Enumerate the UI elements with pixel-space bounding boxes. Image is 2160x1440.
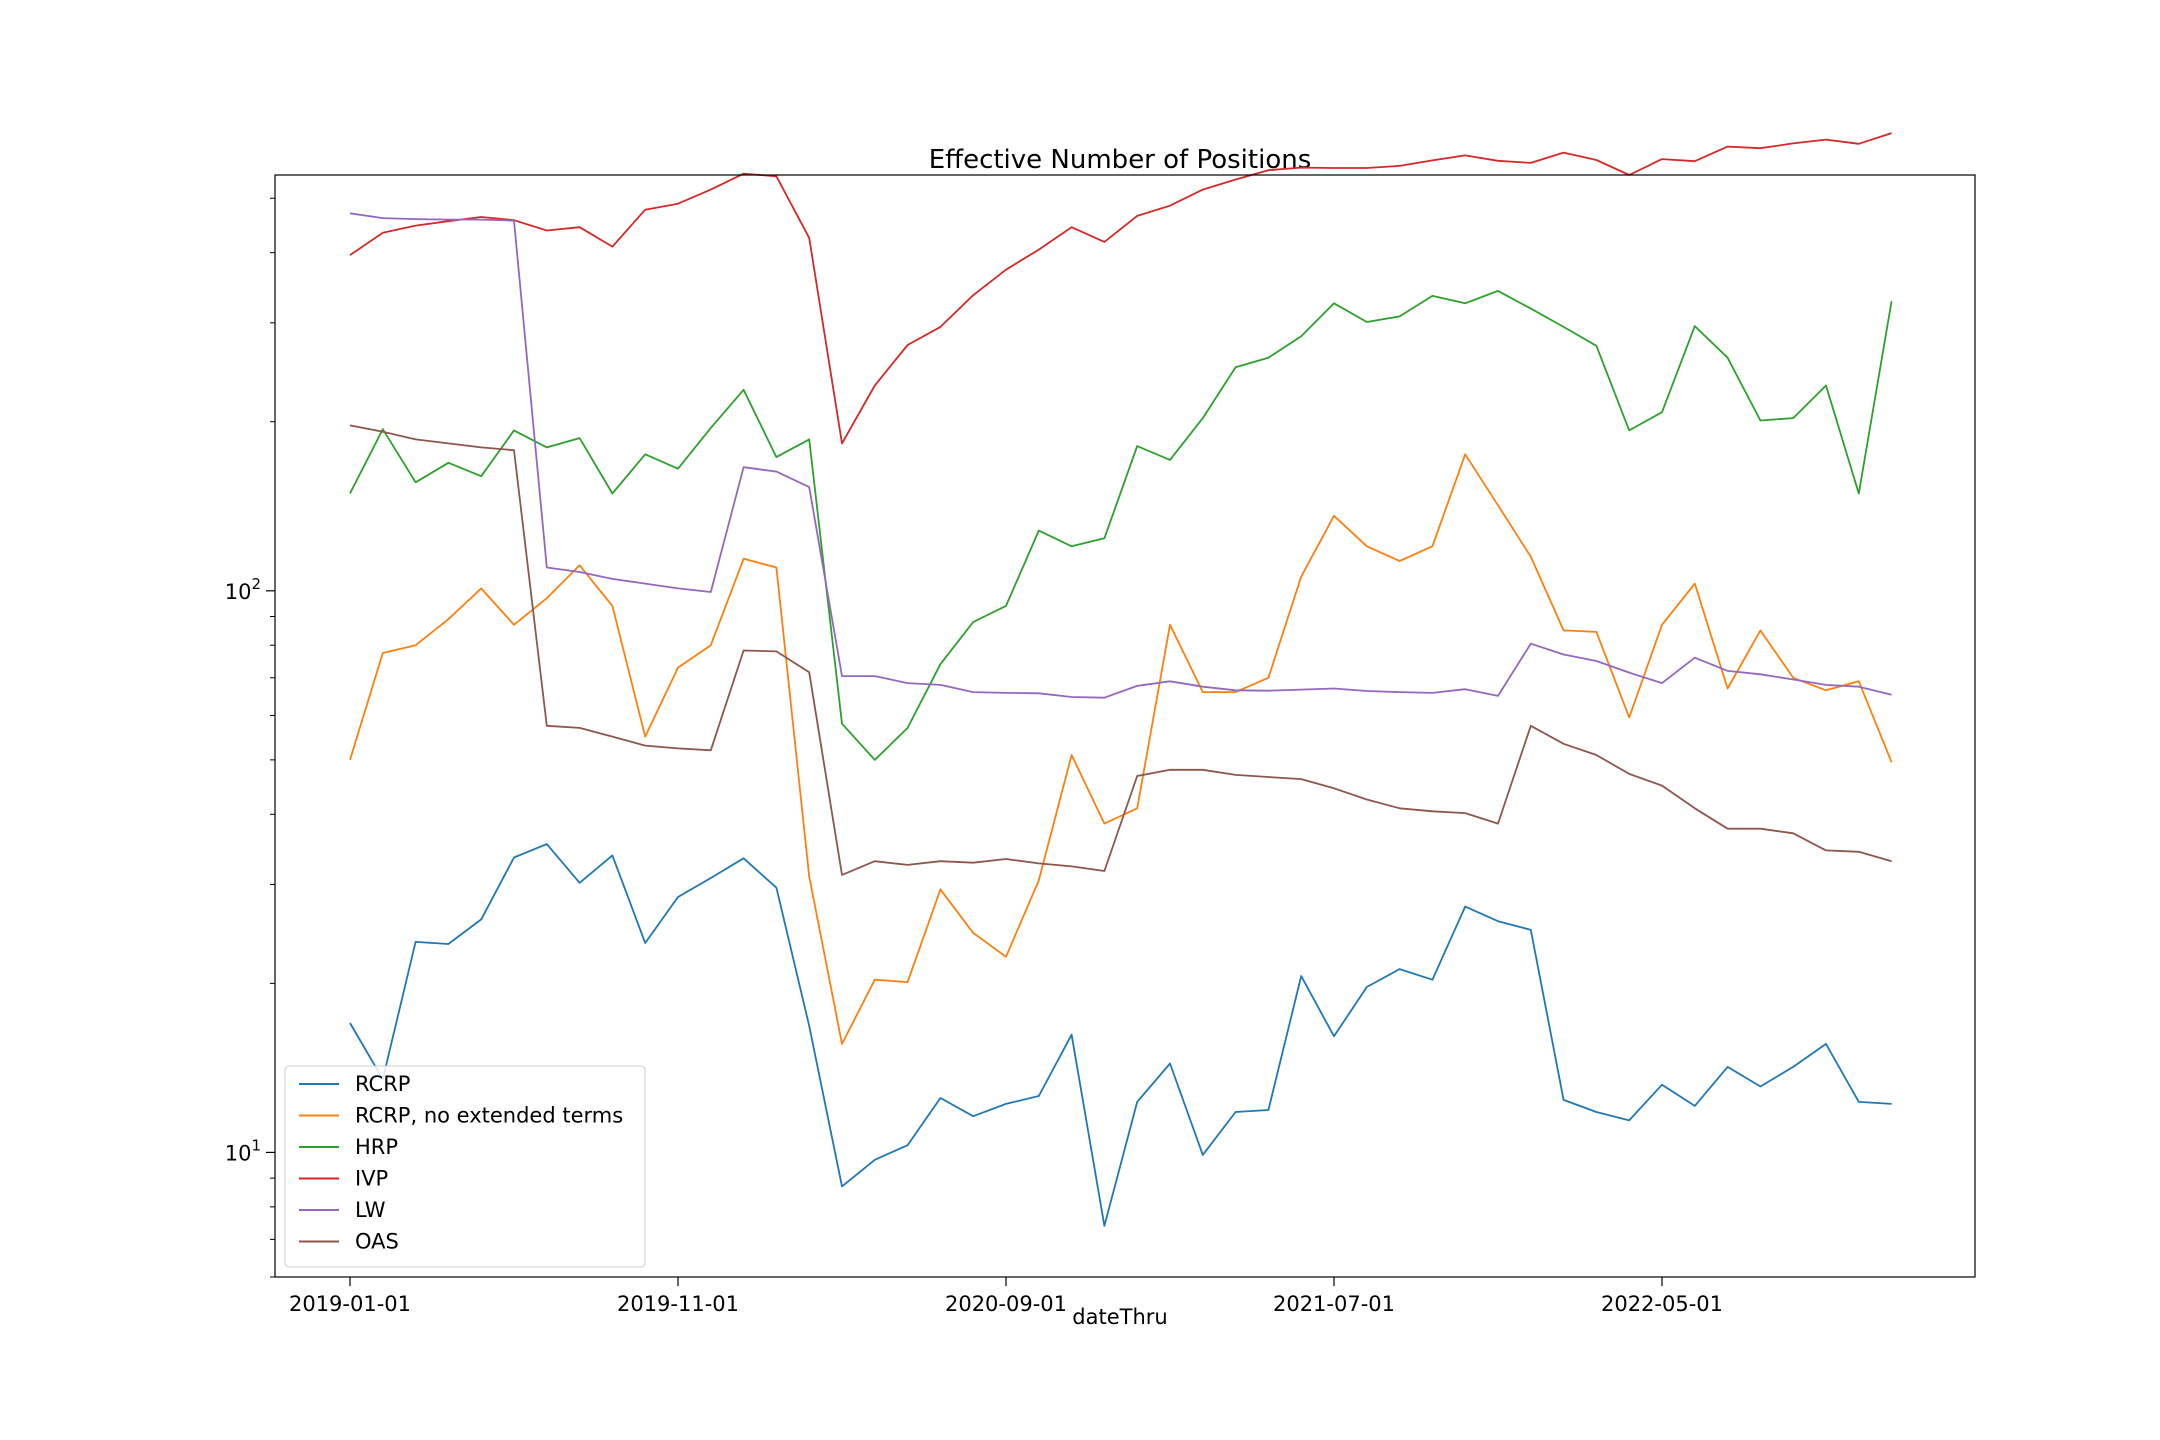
series-line-ivp — [349, 132, 1892, 445]
chart-title: Effective Number of Positions — [929, 145, 1312, 175]
plot-frame — [274, 174, 1976, 1278]
series-line-oas — [349, 424, 1892, 876]
legend-entry-label: IVP — [355, 1167, 388, 1191]
x-axis: 2019-01-01 2019-11-01 2020-09-01 2021-07-01… — [289, 1277, 1723, 1316]
legend-entry-label: RCRP — [355, 1072, 410, 1096]
x-axis-label: dateThru — [1072, 1305, 1167, 1329]
legend-entry-label: LW — [355, 1198, 386, 1222]
series-line-rcrp — [349, 843, 1892, 1227]
chart-title-group: Effective Number of Positions — [929, 145, 1312, 175]
legend: RCRP RCRP, no extended terms HRP IVP LW OAS — [284, 1065, 646, 1268]
x-tick-label: 2020-09-01 — [945, 1292, 1067, 1316]
legend-entry-label: HRP — [355, 1135, 398, 1159]
x-tick-label: 2019-11-01 — [617, 1292, 739, 1316]
x-tick-label: 2022-05-01 — [1601, 1292, 1723, 1316]
x-tick-label: 2019-01-01 — [289, 1292, 411, 1316]
series-line-rcrp-no-extended-terms — [349, 453, 1893, 1045]
x-tick-label: 2021-07-01 — [1273, 1292, 1395, 1316]
series-line-hrp — [349, 289, 1893, 761]
y-tick-label: 102 — [225, 575, 261, 604]
series-line-lw — [349, 212, 1892, 699]
series-layer — [349, 132, 1893, 1227]
legend-entry-label: OAS — [355, 1230, 399, 1254]
y-axis: 101 102 — [225, 197, 275, 1278]
y-tick-label: 101 — [225, 1136, 261, 1165]
legend-box — [284, 1065, 646, 1268]
legend-entry-label: RCRP, no extended terms — [355, 1104, 623, 1128]
